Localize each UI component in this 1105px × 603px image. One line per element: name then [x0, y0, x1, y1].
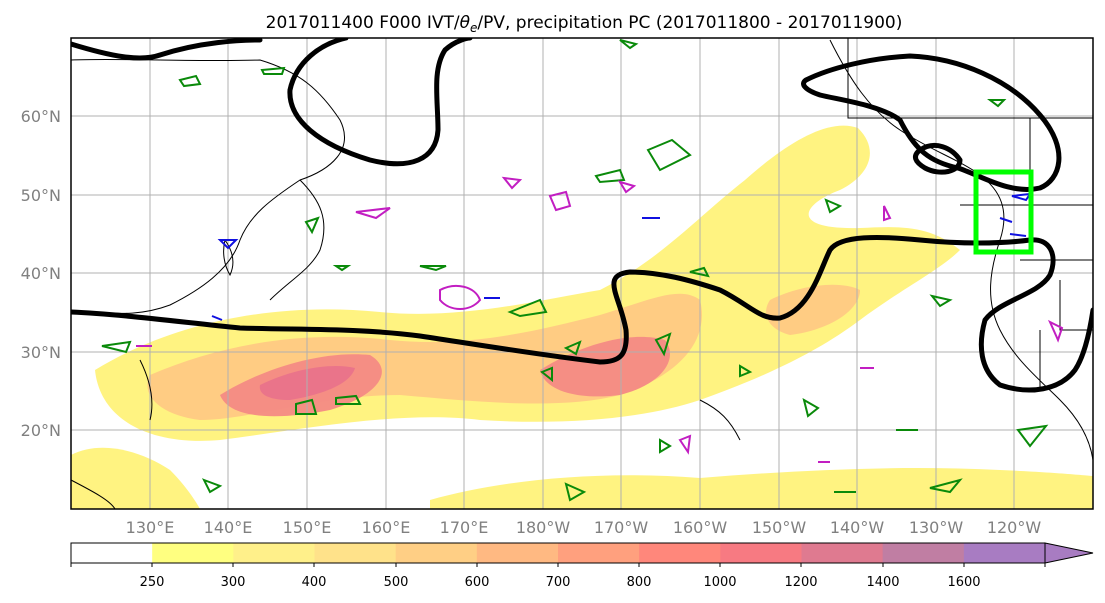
colorbar-label: 250: [140, 575, 165, 590]
colorbar-extend-arrow: [1044, 542, 1094, 564]
longitude-labels: 130°E 140°E 150°E 160°E 170°E 180°W 170°…: [126, 518, 1042, 537]
colorbar-label: 400: [302, 575, 327, 590]
pv-line-alaska-loop: [912, 143, 963, 175]
ivt-band-south-east: [430, 467, 1093, 509]
colorbar-block: [476, 543, 559, 563]
lat-label: 40°N: [21, 264, 61, 283]
colorbar-block: [152, 543, 234, 563]
lat-label: 60°N: [21, 107, 61, 126]
lon-label: 140°W: [830, 518, 885, 537]
colorbar-label: 1000: [703, 575, 736, 590]
colorbar-blocks: [71, 543, 1046, 563]
ivt-band-mid-east: [766, 284, 860, 335]
title-subscript: e: [470, 21, 477, 35]
lat-label: 30°N: [21, 343, 61, 362]
lon-label: 180°W: [516, 518, 571, 537]
theta-magenta-contours: [136, 176, 1064, 463]
title-theta: θ: [460, 13, 471, 33]
colorbar-block: [395, 543, 478, 563]
title-suffix: /PV, precipitation PC (2017011800 - 2017…: [477, 13, 902, 33]
highlight-box: [973, 169, 1034, 255]
colorbar-label: 1400: [866, 575, 899, 590]
lon-label: 140°E: [204, 518, 253, 537]
colorbar-block: [882, 543, 965, 563]
theta-blue-contours: [211, 192, 1033, 321]
lon-label: 170°W: [594, 518, 649, 537]
graticule: [71, 38, 1093, 509]
ivt-band-south: [71, 447, 200, 509]
colorbar-label: 600: [465, 575, 490, 590]
colorbar-block: [720, 543, 802, 563]
lon-label: 160°E: [362, 518, 411, 537]
colorbar-block: [963, 543, 1046, 563]
colorbar: 250 300 400 500 600 700 800 1000 1200 14…: [70, 542, 1094, 590]
pv-line-north: [71, 38, 473, 167]
colorbar-label: 800: [627, 575, 652, 590]
pv-line-alaska: [801, 53, 1062, 192]
title-prefix: 2017011400 F000 IVT/: [266, 13, 460, 33]
colorbar-block: [314, 543, 397, 563]
lon-label: 170°E: [440, 518, 489, 537]
colorbar-label: 700: [546, 575, 571, 590]
colorbar-label: 1200: [784, 575, 817, 590]
colorbar-block: [71, 543, 153, 563]
colorbar-label: 300: [221, 575, 246, 590]
lon-label: 150°W: [752, 518, 807, 537]
colorbar-label: 500: [384, 575, 409, 590]
colorbar-ticks: [70, 563, 1046, 567]
map-title: 2017011400 F000 IVT/θe/PV, precipitation…: [266, 13, 903, 35]
colorbar-block: [639, 543, 721, 563]
theta-green-contours: [101, 39, 1049, 502]
colorbar-block: [801, 543, 884, 563]
colorbar-block: [233, 543, 315, 563]
lon-label: 120°W: [987, 518, 1042, 537]
lon-label: 130°W: [909, 518, 964, 537]
map-panel: [70, 37, 1094, 510]
lat-label: 50°N: [21, 186, 61, 205]
lat-label: 20°N: [21, 421, 61, 440]
colorbar-block: [558, 543, 640, 563]
pv-line-subtropical: [71, 234, 1093, 393]
lon-label: 150°E: [283, 518, 332, 537]
lon-label: 160°W: [673, 518, 728, 537]
pv-contours: [71, 38, 1093, 393]
latitude-labels: 60°N 50°N 40°N 30°N 20°N: [21, 107, 61, 440]
map-frame: [70, 37, 1094, 510]
lon-label: 130°E: [126, 518, 175, 537]
colorbar-label: 1600: [947, 575, 980, 590]
colorbar-labels: 250 300 400 500 600 700 800 1000 1200 14…: [140, 575, 981, 590]
